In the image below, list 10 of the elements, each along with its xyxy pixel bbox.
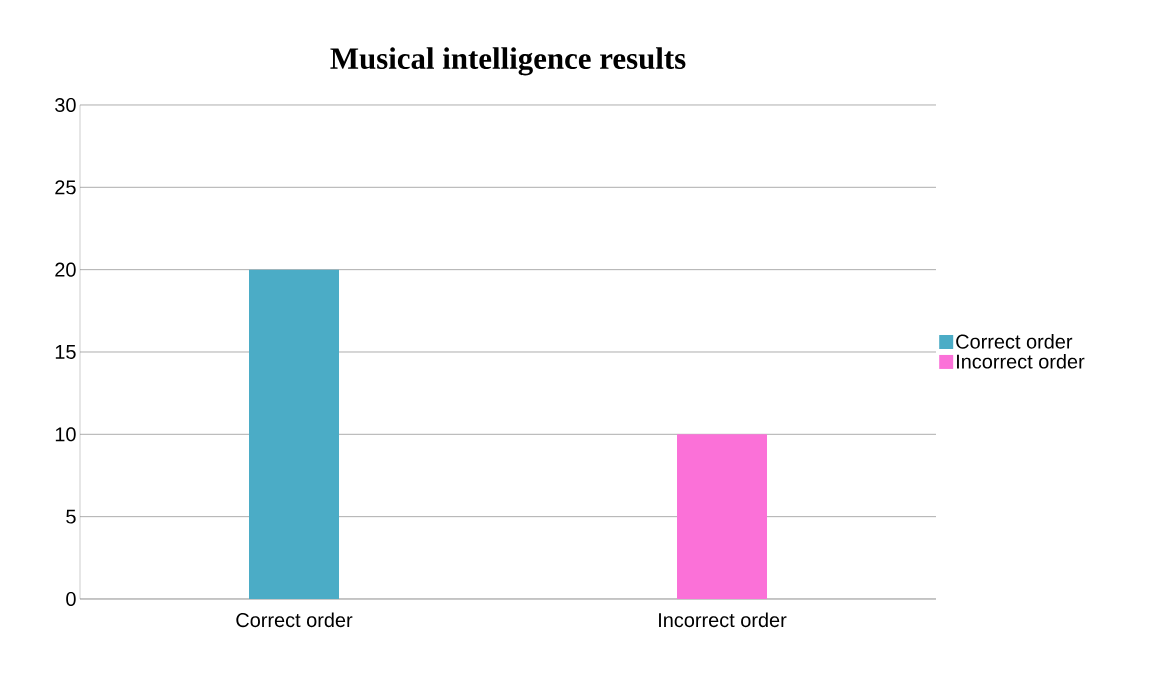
y-tick-label: 25 [55, 180, 76, 195]
legend-label: Correct order [956, 334, 1073, 349]
y-tick-label: 15 [55, 345, 76, 359]
y-tick-label: 10 [55, 427, 76, 442]
y-tick-label: 5 [66, 509, 76, 524]
y-tick-label: 0 [66, 591, 76, 607]
chart-title: Musical intelligence results [330, 47, 686, 76]
y-tick-label: 30 [55, 97, 76, 113]
y-tick-label: 20 [55, 262, 76, 277]
legend-label: Incorrect order [957, 353, 1085, 369]
